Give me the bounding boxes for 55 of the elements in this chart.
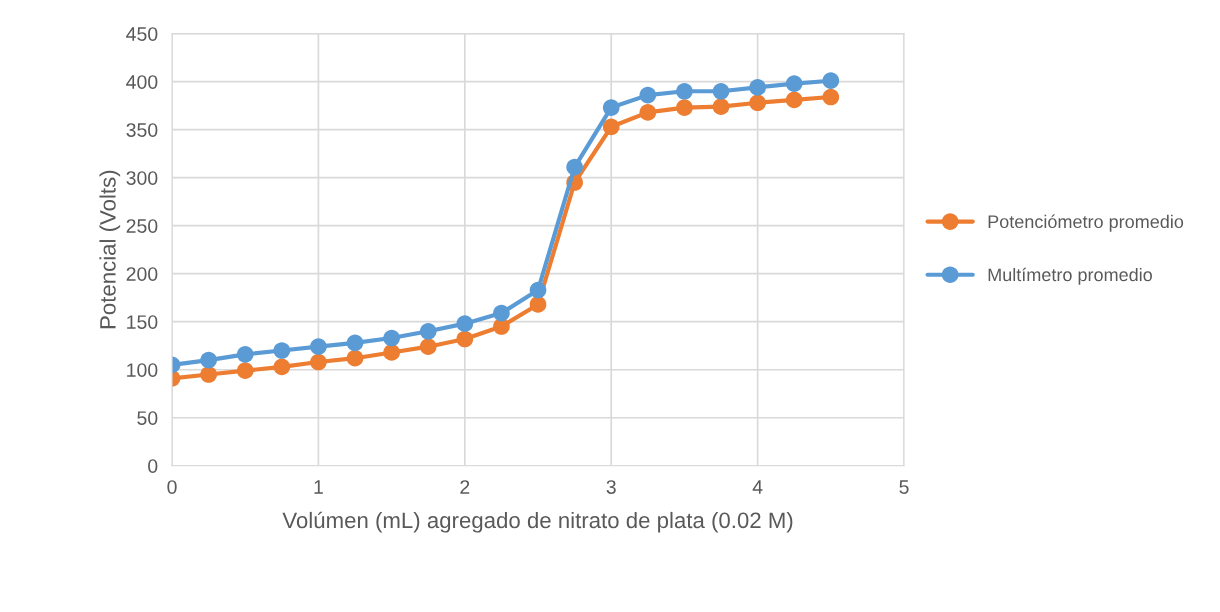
point [383,344,400,361]
point [419,338,437,356]
point [676,99,693,116]
point [712,82,730,100]
y-tick-label: 150 [127,315,158,329]
legend-label: Potenciómetro promedio [988,214,1184,232]
x-tick-label: 1 [314,480,323,494]
y-tick-label: 250 [126,219,158,233]
point [200,351,217,369]
point [785,91,803,109]
point [346,334,364,352]
point [310,338,327,356]
point [822,72,840,90]
point [639,104,657,121]
point [456,315,474,332]
x-tick-label: 3 [606,480,616,494]
point [493,318,510,335]
x-axis-title: Volúmen (mL) agregado de nitrato de plata (0.02 M) [282,511,793,533]
point [749,79,766,96]
y-tick-label: 300 [126,171,158,185]
point [529,296,547,313]
point [310,353,327,371]
point [529,281,547,299]
point [236,346,254,363]
point [785,75,803,92]
y-tick-label: 0 [148,459,158,473]
x-tick-label: 4 [752,480,763,494]
y-axis-title: Potencial (Volts) [99,170,121,329]
y-tick-label: 350 [126,123,158,137]
point [602,99,620,116]
x-tick-label: 5 [899,480,909,494]
point [749,94,766,112]
point [566,158,583,176]
y-tick-label: 50 [137,411,158,425]
x-tick-label: 0 [167,480,177,494]
y-tick-label: 400 [126,75,158,89]
y-tick-label: 450 [126,27,158,41]
x-tick-label: 2 [460,480,470,494]
y-tick-label: 100 [127,363,158,377]
point [712,98,730,115]
point [273,342,291,359]
point [822,88,840,106]
point [346,349,364,367]
point [419,322,437,340]
point [456,330,474,348]
point [602,118,620,136]
point [273,358,291,376]
point [676,82,693,100]
point [200,366,217,383]
legend-label: Multímetro promedio [988,267,1152,285]
y-tick-label: 200 [126,267,158,281]
point [639,86,657,104]
point [236,362,254,380]
point [493,304,510,322]
point [383,329,400,347]
